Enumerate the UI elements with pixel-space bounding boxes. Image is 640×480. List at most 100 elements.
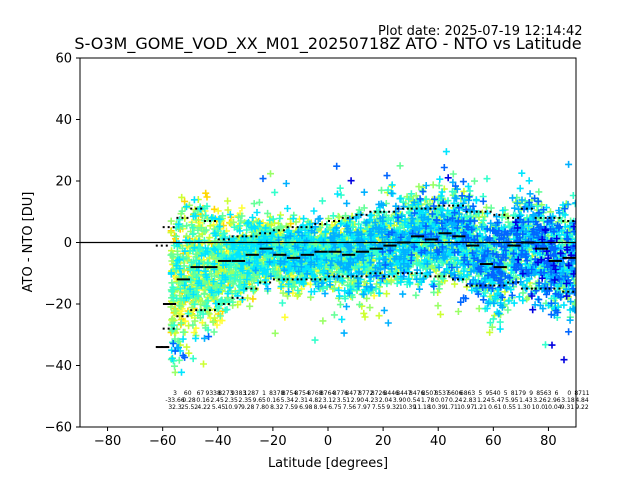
x-tick-label: −80: [94, 434, 121, 449]
bin-annotation: 3: [173, 390, 177, 397]
bin-annotation: 10.39: [399, 404, 416, 411]
bin-annotation: 9.28: [241, 404, 255, 411]
bin-annotation: 8726: [371, 390, 386, 397]
bin-annotation: 5: [504, 390, 508, 397]
bin-annotation: 5: [478, 390, 482, 397]
bin-annotation: 0.61: [488, 404, 502, 411]
y-axis: −60 −40 −20 0 20 40 60: [45, 52, 80, 436]
x-tick-label: −60: [149, 434, 176, 449]
bin-annotation: 1: [262, 390, 266, 397]
y-axis-label: ATO - NTO [DU]: [21, 192, 36, 293]
bin-annotation: 2.04: [379, 397, 393, 404]
bin-annotation: 3.90: [393, 397, 407, 404]
bin-annotation: 9.22: [575, 404, 589, 411]
median-markers: [156, 232, 576, 349]
bin-annotation: 8764: [320, 390, 335, 397]
bin-annotation: 4.84: [575, 397, 589, 404]
bin-annotation: 0.24: [449, 397, 463, 404]
bin-annotation: 8179: [511, 390, 526, 397]
bin-annotation: 8273: [218, 390, 233, 397]
bin-annotation: 8754: [295, 390, 310, 397]
bin-annotation: 1287: [244, 390, 259, 397]
bin-annotation: 10.39: [428, 404, 445, 411]
bin-annotation: 9: [529, 390, 533, 397]
bin-annotation: 8772: [358, 390, 373, 397]
bin-annotation: 8711: [574, 390, 589, 397]
bin-annotation: 6863: [460, 390, 475, 397]
bin-annotation: 10.97: [457, 404, 474, 411]
x-tick-label: 20: [375, 434, 392, 449]
bin-annotation: 8.94: [314, 404, 328, 411]
bin-annotation: 7.56: [343, 404, 357, 411]
x-tick-label: 40: [430, 434, 447, 449]
y-tick-label: −60: [45, 421, 72, 436]
bin-annotation: 8776: [333, 390, 348, 397]
y-tick-label: 0: [64, 236, 72, 251]
bin-annotation: 8537: [434, 390, 449, 397]
bin-annotation: 6.75: [328, 404, 342, 411]
bin-annotation: 5.47: [491, 397, 505, 404]
bin-annotation: 1.71: [444, 404, 458, 411]
bin-annotation: 8446: [384, 390, 399, 397]
bin-annotation: 6: [555, 390, 559, 397]
bin-annotation: 10.04: [544, 404, 561, 411]
spread-markers: [155, 204, 576, 349]
scatter-points: [167, 148, 576, 376]
x-tick-label: 0: [324, 434, 332, 449]
bin-annotation: 5.45: [212, 404, 226, 411]
bin-annotation: 7.97: [357, 404, 371, 411]
bin-annotation: 8768: [307, 390, 322, 397]
bin-annotation: 60: [184, 390, 192, 397]
bin-annotation: 8476: [409, 390, 424, 397]
y-tick-label: −40: [45, 359, 72, 374]
bin-annotation: 2.45: [210, 397, 224, 404]
y-tick-label: 40: [55, 113, 72, 128]
bin-annotation: 10.0: [532, 404, 546, 411]
bin-annotation: 2.90: [351, 397, 365, 404]
x-tick-label: 80: [540, 434, 557, 449]
y-tick-label: 20: [55, 175, 72, 190]
bin-annotation: 9540: [485, 390, 500, 397]
bin-annotation: 1.30: [517, 404, 531, 411]
bin-annotation: 8563: [536, 390, 551, 397]
bin-annotation: 0: [567, 390, 571, 397]
bin-annotation: 8378: [269, 390, 284, 397]
bin-annotation: 10.97: [225, 404, 242, 411]
bin-annotation: 1.78: [421, 397, 435, 404]
bin-annotation: 6.98: [299, 404, 313, 411]
bin-annotation: 8447: [396, 390, 411, 397]
bin-annotation: 2.83: [463, 397, 477, 404]
bin-annotation: 8754: [282, 390, 297, 397]
bin-annotation: 8.32: [270, 404, 284, 411]
bin-annotation: 1.21: [474, 404, 488, 411]
bin-annotation: 9338: [206, 390, 221, 397]
bin-annotation: 3.26: [533, 397, 547, 404]
bin-annotation: 4.82: [309, 397, 323, 404]
bin-annotation: 32.3: [168, 404, 182, 411]
bin-annotation: 5.95: [505, 397, 519, 404]
chart-title: S-O3M_GOME_VOD_XX_M01_20250718Z ATO - NT…: [74, 34, 581, 54]
bin-annotation: 9.32: [386, 404, 400, 411]
bin-annotation: 7.55: [372, 404, 386, 411]
bin-annotation: 11.18: [414, 404, 431, 411]
bin-annotation: 0.16: [267, 397, 281, 404]
bin-annotation: 0.07: [435, 397, 449, 404]
x-axis-label: Latitude [degrees]: [268, 456, 388, 471]
y-tick-label: −20: [45, 298, 72, 313]
x-tick-label: −20: [259, 434, 286, 449]
bin-annotation: 4.23: [365, 397, 379, 404]
bin-annotation: 0.55: [503, 404, 517, 411]
y-tick-label: 60: [55, 52, 72, 67]
x-axis: −80 −60 −40 −20 0 20 40 60 80: [94, 427, 557, 449]
bin-annotation: 7.80: [256, 404, 270, 411]
bin-annotation: 2.35: [238, 397, 252, 404]
bin-annotation: 1.43: [519, 397, 533, 404]
bin-annotation: -33.66: [165, 397, 185, 404]
bin-annotation: 0.54: [407, 397, 421, 404]
bin-annotation: 8477: [345, 390, 360, 397]
x-tick-label: −40: [204, 434, 231, 449]
bin-annotation: 6606: [447, 390, 462, 397]
bin-annotation: 0.28: [182, 397, 196, 404]
bin-annotation: 25.52: [181, 404, 198, 411]
